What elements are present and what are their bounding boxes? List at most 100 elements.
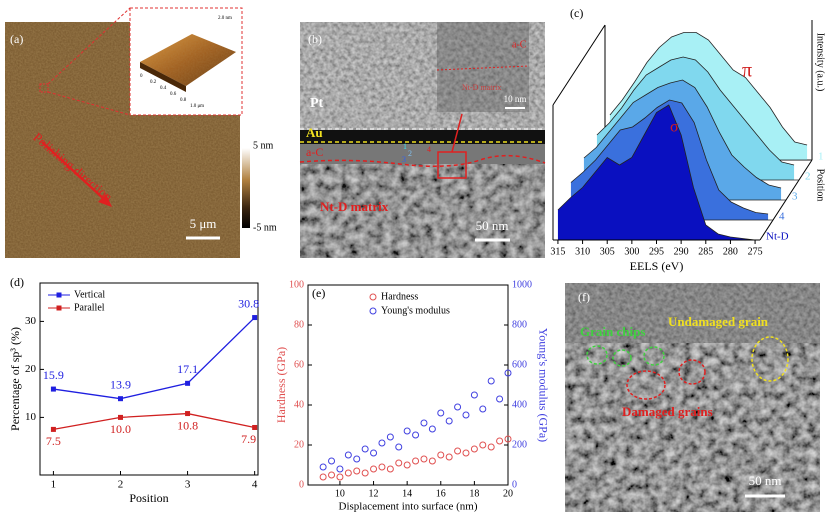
x-tick-label: 275	[748, 246, 763, 257]
point	[387, 466, 393, 472]
annotation: Grain chips	[580, 324, 645, 339]
annotation: Undamaged grain	[668, 314, 769, 329]
point	[455, 448, 461, 454]
panel-label: (c)	[570, 6, 583, 20]
legend-marker	[57, 293, 62, 298]
layer-label: Au	[306, 125, 323, 140]
y-axis-title: Percentage of sp³ (%)	[8, 327, 22, 431]
scale-label: 50 nm	[749, 473, 782, 488]
page: { "panels": { "a": {"label": "(a)", "ann…	[0, 0, 828, 515]
point	[404, 428, 410, 434]
marker	[51, 387, 56, 392]
point	[379, 464, 385, 470]
marker	[185, 411, 190, 416]
y-tick-label: 100	[289, 279, 304, 290]
marker	[51, 427, 56, 432]
legend-marker	[370, 294, 376, 300]
value-label: 7.5	[46, 434, 61, 448]
point	[387, 434, 393, 440]
marker	[185, 381, 190, 386]
position-label: 2	[805, 171, 811, 183]
point	[362, 446, 368, 452]
value-label: 17.1	[177, 362, 198, 376]
point	[421, 456, 427, 462]
x-tick-label: 14	[402, 488, 412, 499]
point	[362, 470, 368, 476]
y-tick-label: 30	[25, 315, 37, 327]
point	[429, 426, 435, 432]
annotation: Damaged grains	[622, 404, 713, 419]
y2-tick-label: 200	[512, 439, 527, 450]
scale-label: 10 nm	[504, 94, 527, 104]
x-tick-label: 285	[698, 246, 713, 257]
panel-a: 0 0.2 0.4 0.6 0.8 1.0 μm 2.0 nm (a) Poli…	[5, 8, 277, 258]
point	[337, 474, 343, 480]
point	[413, 432, 419, 438]
y2-tick-label: 600	[512, 359, 527, 370]
position-label: 3	[792, 191, 798, 203]
x-tick-label: 290	[674, 246, 689, 257]
x-tick-label: 310	[575, 246, 590, 257]
point	[438, 452, 444, 458]
point	[345, 470, 351, 476]
point	[421, 420, 427, 426]
y-tick-label: 40	[294, 399, 304, 410]
x-tick-label: 305	[600, 246, 615, 257]
panel-label: (f)	[578, 290, 590, 304]
legend-label: Hardness	[381, 291, 418, 302]
point	[345, 452, 351, 458]
colorbar-label: -5 nm	[253, 222, 277, 233]
point	[488, 378, 494, 384]
value-label: 7.9	[241, 432, 256, 446]
position-marker: 3	[402, 155, 406, 164]
inset-tick: 0.8	[180, 98, 187, 103]
inset-label: Nt-D matrix	[462, 83, 501, 92]
layer-label: a-C	[306, 145, 323, 159]
y-tick-label: 10	[25, 411, 37, 423]
point	[337, 466, 343, 472]
inset-tick: 1.0 μm	[190, 104, 204, 109]
point	[371, 450, 377, 456]
position-marker: 1	[403, 142, 407, 151]
y-tick-label: 60	[294, 359, 304, 370]
marker	[252, 315, 257, 320]
x-tick-label: 10	[335, 488, 345, 499]
marker	[118, 415, 123, 420]
value-label: 10.8	[177, 418, 198, 432]
x-tick-label: 18	[469, 488, 479, 499]
x-tick-label: 3	[185, 479, 191, 491]
panel-label: (a)	[10, 32, 23, 46]
inset-tick: 0.2	[150, 80, 157, 85]
x-tick-label: 4	[252, 479, 258, 491]
z-axis-title: Position	[815, 169, 826, 202]
point	[463, 412, 469, 418]
legend-marker	[370, 308, 376, 314]
position-label: 1	[818, 151, 824, 163]
point	[404, 462, 410, 468]
legend-label: Vertical	[74, 289, 105, 300]
annotation: π	[742, 60, 752, 82]
x-tick-label: 20	[503, 488, 513, 499]
point	[497, 396, 503, 402]
position-label: Nt-D	[766, 231, 789, 243]
x-tick-label: 12	[369, 488, 379, 499]
y2-tick-label: 1000	[512, 279, 532, 290]
point	[429, 458, 435, 464]
colorbar	[242, 148, 250, 228]
x-tick-label: 315	[550, 246, 565, 257]
layer-label: Nt-D matrix	[320, 199, 389, 214]
point	[320, 474, 326, 480]
inset-tick: 0.6	[170, 92, 177, 97]
point	[455, 404, 461, 410]
x-tick-label: 280	[723, 246, 738, 257]
position-marker: 2	[408, 149, 412, 158]
panel-label: (b)	[308, 32, 322, 46]
point	[329, 458, 335, 464]
layer-label: Pt	[310, 96, 324, 111]
x-tick-label: 16	[436, 488, 446, 499]
grain-texture	[565, 343, 820, 512]
y-axis-title: Intensity (a.u.)	[815, 33, 826, 92]
scale-label: 5 μm	[190, 216, 217, 231]
panel-b: a-C Nt-D matrix 10 nm (b) Pt Au a-C Nt-D…	[300, 22, 545, 258]
marker	[252, 425, 257, 430]
